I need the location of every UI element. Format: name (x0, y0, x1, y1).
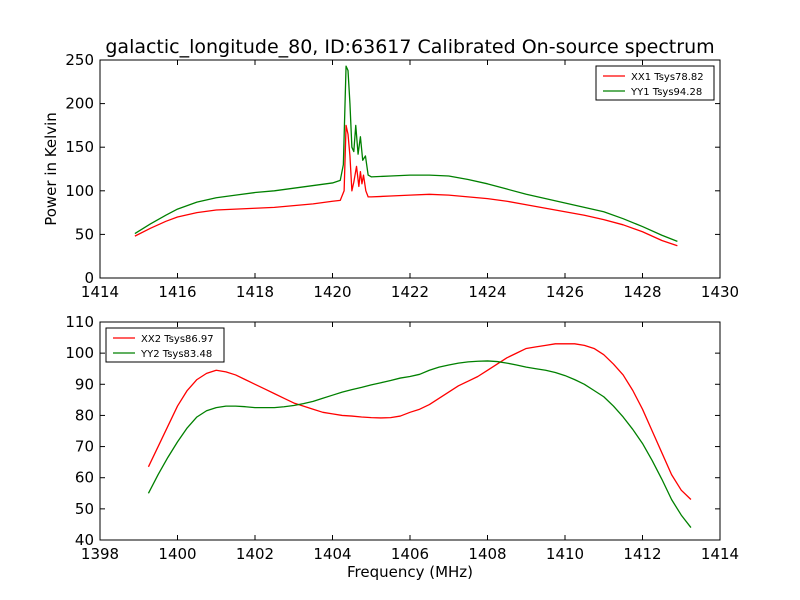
y-tick-label: 50 (75, 500, 94, 518)
x-axis-label: Frequency (MHz) (347, 563, 473, 581)
x-tick-label: 1422 (391, 283, 429, 301)
top-chart: 1414 1416 1418 1420 1422 1424 1426 1428 1430 0 50 1… (42, 36, 739, 301)
legend-label: YY2 Tsys83.48 (140, 349, 212, 360)
legend-box (105, 327, 225, 363)
series-line-2 (134, 65, 678, 242)
series-line-1 (134, 124, 678, 247)
x-tick-label: 1416 (158, 283, 196, 301)
bottom-chart: 1398 1400 1402 1404 1406 1408 1410 1412 1414 40 50… (65, 313, 739, 581)
legend-box (595, 65, 715, 101)
legend: XX2 Tsys86.97 YY2 Tsys83.48 (105, 327, 225, 363)
x-tick-label: 1414 (81, 283, 119, 301)
x-tick-label: 1406 (391, 545, 429, 563)
y-tick-label: 40 (75, 531, 94, 549)
x-tick-label: 1400 (158, 545, 196, 563)
y-tick-label: 60 (75, 469, 94, 487)
y-tick-label: 150 (65, 138, 94, 156)
x-tick-label: 1398 (81, 545, 119, 563)
series-line-1 (147, 343, 692, 500)
y-tick-label: 0 (84, 269, 94, 287)
x-tick-label: 1430 (701, 283, 739, 301)
y-tick-label: 250 (65, 51, 94, 69)
x-tick-label: 1418 (236, 283, 274, 301)
x-tick-label: 1404 (313, 545, 351, 563)
series-line-2 (147, 360, 692, 528)
legend: XX1 Tsys78.82 YY1 Tsys94.28 (595, 65, 715, 101)
x-tick-label: 1402 (236, 545, 274, 563)
y-tick-label: 50 (75, 225, 94, 243)
y-axis-label: Power in Kelvin (42, 112, 60, 226)
x-tick-label: 1414 (701, 545, 739, 563)
y-tick-label: 80 (75, 406, 94, 424)
legend-label: XX2 Tsys86.97 (141, 334, 214, 345)
y-tick-label: 100 (65, 182, 94, 200)
x-tick-label: 1424 (468, 283, 506, 301)
x-tick-label: 1410 (546, 545, 584, 563)
y-tick-label: 200 (65, 95, 94, 113)
x-tick-label: 1428 (623, 283, 661, 301)
legend-label: YY1 Tsys94.28 (630, 87, 702, 98)
y-tick-label: 90 (75, 375, 94, 393)
chart-title: galactic_longitude_80, ID:63617 Calibrat… (105, 36, 714, 58)
x-tick-label: 1420 (313, 283, 351, 301)
y-tick-label: 110 (65, 313, 94, 331)
y-tick-label: 100 (65, 344, 94, 362)
x-tick-label: 1408 (468, 545, 506, 563)
x-tick-label: 1412 (623, 545, 661, 563)
y-tick-label: 70 (75, 438, 94, 456)
legend-label: XX1 Tsys78.82 (631, 72, 704, 83)
x-tick-label: 1426 (546, 283, 584, 301)
